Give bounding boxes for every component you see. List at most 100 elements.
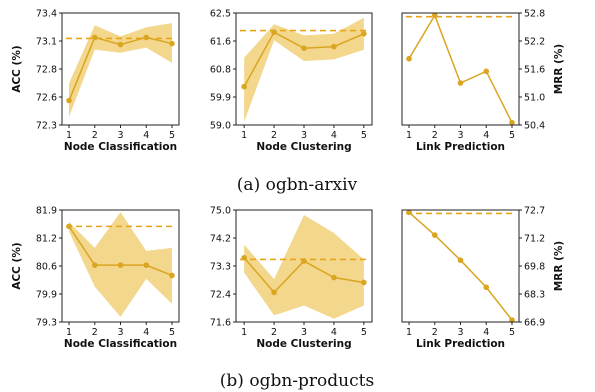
data-point [301,258,307,264]
y-axis-label: ACC (%) [11,45,23,92]
x-tick-label: 1 [241,327,247,338]
y-tick-label: 71.2 [524,234,545,245]
y-tick-label: 73.1 [36,37,57,48]
data-point [143,34,150,41]
y-tick-label: 71.6 [210,318,231,329]
data-point [431,232,438,238]
chart-arxiv-node-classification: 1 2 3 4 5 72.3 72.6 72.8 73.1 73.4 Node Classifica… [11,9,180,153]
x-axis-label: Node Clustering [256,338,351,350]
x-axis-label: Node Classification [64,338,177,350]
y-tick-label: 72.4 [210,290,231,301]
data-point [169,272,175,279]
x-tick-label: 2 [432,130,438,141]
y-tick-label: 51.6 [524,65,545,76]
x-tick-label: 5 [509,327,515,338]
x-tick-label: 4 [331,327,337,338]
confidence-band [244,214,364,319]
x-tick-label: 2 [92,327,98,338]
y-tick-label: 81.9 [36,206,57,217]
series-line [408,211,513,321]
y-tick-label: 61.6 [210,37,231,48]
x-tick-label: 3 [117,327,123,338]
y-tick-label: 60.8 [210,65,231,76]
x-axis-label: Node Classification [64,141,177,153]
data-point [143,262,150,268]
data-point [483,68,490,75]
y-tick-label: 80.6 [36,262,57,273]
data-point [431,12,438,19]
data-point [361,279,367,286]
x-tick-label: 5 [361,327,367,338]
y-tick-label: 59.9 [210,93,231,104]
y-tick-label: 73.3 [210,262,231,273]
y-tick-label: 59.0 [210,121,231,132]
x-axis-label: Link Prediction [416,338,505,350]
data-point [361,31,367,37]
x-tick-label: 5 [361,130,367,141]
y-tick-label: 72.6 [36,93,57,104]
x-tick-label: 4 [483,327,489,338]
x-tick-label: 2 [271,130,277,141]
x-tick-label: 3 [301,130,307,141]
data-point [169,40,175,47]
data-point [457,80,464,86]
chart-arxiv-link-prediction: 1 2 3 4 5 50.4 51.0 51.6 52.2 52.8 Link Prediction… [401,9,565,153]
chart-products-node-clustering: 1 2 3 4 5 71.6 72.4 73.3 74.2 75.0 Node Clustering [210,206,373,350]
data-point [91,262,98,268]
y-tick-label: 81.2 [36,234,57,245]
data-point [271,289,277,296]
confidence-band [244,17,364,122]
x-tick-label: 1 [66,130,72,141]
data-point [66,97,72,104]
y-tick-label: 73.4 [36,9,57,20]
y-tick-label: 72.8 [36,65,57,76]
y-tick-label: 69.8 [524,262,545,273]
data-point [241,83,247,90]
y-tick-label: 74.2 [210,234,231,245]
x-tick-label: 1 [66,327,72,338]
x-tick-label: 3 [117,130,123,141]
y-tick-label: 52.8 [524,9,545,20]
y-tick-label: 68.3 [524,290,545,301]
plot-frame [401,12,520,126]
y-axis-label: ACC (%) [11,242,23,289]
x-tick-label: 3 [457,327,463,338]
x-axis-label: Link Prediction [416,141,505,153]
x-tick-label: 5 [169,327,175,338]
data-point [301,45,307,51]
data-point [331,274,337,281]
plot-frame [401,209,520,323]
confidence-band [69,23,172,117]
x-tick-label: 4 [143,327,149,338]
y-tick-label: 72.3 [36,121,57,132]
data-point [406,55,412,62]
y-tick-label: 50.4 [524,121,545,132]
x-tick-label: 4 [331,130,337,141]
x-tick-label: 1 [406,327,412,338]
data-point [117,262,124,268]
chart-arxiv-node-clustering: 1 2 3 4 5 59.0 59.9 60.8 61.6 62.5 Node Clustering [210,9,373,153]
data-point [509,119,515,126]
x-tick-label: 2 [271,327,277,338]
y-tick-label: 72.7 [524,206,545,217]
x-tick-label: 2 [432,327,438,338]
x-axis-label: Node Clustering [256,141,351,153]
y-tick-label: 51.0 [524,93,545,104]
y-tick-label: 52.2 [524,37,545,48]
y-tick-label: 75.0 [210,206,231,217]
chart-products-node-classification: 1 2 3 4 5 79.3 79.9 80.6 81.2 81.9 Node Classifica… [11,206,180,350]
data-point [241,254,247,261]
y-tick-label: 62.5 [210,9,231,20]
y-axis-label: MRR (%) [553,241,565,291]
data-point [509,317,515,323]
x-tick-label: 3 [301,327,307,338]
y-tick-label: 79.3 [36,318,57,329]
x-tick-label: 3 [457,130,463,141]
data-point [483,284,490,291]
series-line [408,13,513,124]
x-tick-label: 4 [143,130,149,141]
y-tick-label: 79.9 [36,290,57,301]
data-point [457,257,464,264]
caption-products: (b) ogbn-products [220,371,374,391]
